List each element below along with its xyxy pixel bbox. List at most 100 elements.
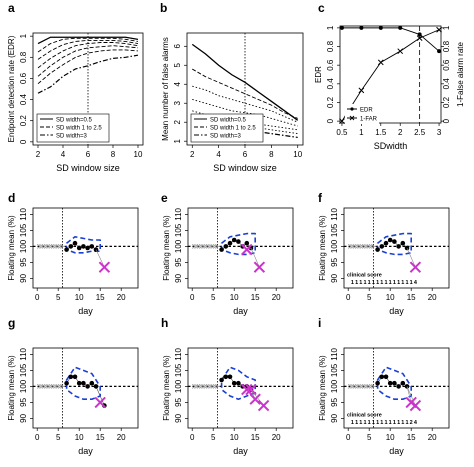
x-tick-label: 20 <box>272 433 281 442</box>
false-alarm-marker <box>409 399 422 412</box>
clinical-score-value: 1 <box>410 280 413 286</box>
data-point <box>219 247 224 252</box>
x-tick-label: 10 <box>386 293 395 302</box>
clinical-score-label: clinical score <box>347 412 382 418</box>
panel-label-a: a <box>8 1 15 15</box>
x-tick-label: 4 <box>61 150 66 159</box>
data-point <box>400 240 406 246</box>
arrow-marker <box>357 244 362 249</box>
arrow-marker <box>210 244 215 249</box>
y-tick-label: 0.2 <box>326 96 335 108</box>
arrow-marker <box>215 384 220 389</box>
y2-tick-label: 0 <box>442 118 451 123</box>
y-tick-label: 0.8 <box>19 51 28 63</box>
x-tick-label: 0.5 <box>336 128 348 137</box>
x-tick-label: 0 <box>190 433 195 442</box>
plot-frame <box>32 207 139 289</box>
x-tick-label: 10 <box>75 433 84 442</box>
panel-c <box>337 25 444 126</box>
confidence-band <box>65 236 101 254</box>
clinical-score-value: 1 <box>359 420 362 426</box>
series-line-0 <box>191 43 299 121</box>
y-axis-label: EDR <box>314 66 323 83</box>
x-tick-label: 2.5 <box>414 128 426 137</box>
y-tick-label: 95 <box>174 257 183 266</box>
arrow-marker <box>196 384 201 389</box>
false-alarm-marker <box>241 243 253 256</box>
y-tick-label: 110 <box>174 207 183 220</box>
arrow-marker <box>371 384 376 389</box>
clinical-score-value: 2 <box>410 420 413 426</box>
panel-label-f: f <box>318 191 323 205</box>
arrow-marker <box>361 244 366 249</box>
legend-label: SD width=0.5 <box>210 118 247 124</box>
y-tick-label: 105 <box>330 223 339 237</box>
y-tick-label: 95 <box>330 257 339 266</box>
arrow-marker <box>208 244 213 249</box>
x-tick-label: 15 <box>407 293 416 302</box>
x-axis-label: day <box>389 306 404 316</box>
x-tick-label: 15 <box>96 433 105 442</box>
clinical-score-value: 1 <box>368 420 371 426</box>
x-axis-label: day <box>389 446 404 456</box>
y-tick-label: 100 <box>19 379 28 393</box>
panel-label-d: d <box>8 191 15 205</box>
clinical-score-value: 1 <box>376 280 379 286</box>
arrow-marker <box>368 244 373 249</box>
data-point <box>68 374 74 380</box>
panel-label-b: b <box>160 1 167 15</box>
y-tick-label: 1 <box>173 138 182 143</box>
series-line-0 <box>37 36 139 45</box>
arrow-marker <box>53 384 58 389</box>
clinical-score-value: 4 <box>414 420 418 426</box>
y-tick-label: 110 <box>19 207 28 220</box>
y-tick-label: 90 <box>19 413 28 422</box>
panel-a <box>30 32 144 148</box>
arrow-marker <box>347 384 353 389</box>
legend-label: EDR <box>360 108 373 114</box>
x-tick-label: 0 <box>346 433 351 442</box>
arrow-marker <box>203 244 208 249</box>
arrow-marker <box>212 384 217 389</box>
data-point <box>89 244 95 249</box>
clinical-score-value: 1 <box>389 280 392 286</box>
x-tick-label: 5 <box>211 433 216 442</box>
arrow-marker <box>359 384 364 389</box>
data-point <box>375 247 380 252</box>
x-tick-label: 20 <box>428 433 437 442</box>
y-tick-label: 5 <box>173 62 182 67</box>
panel-e <box>185 207 294 291</box>
plot-frame <box>187 347 294 429</box>
arrow-marker <box>43 244 48 249</box>
data-point <box>392 239 397 244</box>
y-tick-label: 1 <box>19 33 28 38</box>
arrow-marker <box>354 244 359 249</box>
arrow-marker <box>55 384 60 389</box>
arrow-marker <box>201 244 206 249</box>
arrow-marker <box>359 244 364 249</box>
false-alarm-marker <box>409 261 422 273</box>
series-line-6 <box>37 54 139 94</box>
x-tick-label: 4 <box>216 150 221 159</box>
arrow-marker <box>354 384 359 389</box>
x-tick-label: 10 <box>75 293 84 302</box>
x-tick-label: 0 <box>35 293 40 302</box>
y2-tick-label: 0.4 <box>442 78 451 90</box>
arrow-marker <box>364 384 369 389</box>
y2-tick-label: 0.6 <box>442 59 451 71</box>
arrow-marker <box>352 384 357 389</box>
alarm-connector <box>406 386 416 406</box>
clinical-score-value: 1 <box>372 420 375 426</box>
arrow-marker <box>352 244 357 249</box>
arrow-marker <box>39 244 44 249</box>
data-point <box>400 380 406 386</box>
y-tick-label: 90 <box>19 273 28 282</box>
legend-label: SD width=3 <box>210 134 242 140</box>
y2-axis-label: 1-False alarm rate <box>456 42 465 107</box>
arrow-marker <box>350 244 355 249</box>
x-tick-label: 1.5 <box>375 128 387 137</box>
y-tick-label: 0.6 <box>326 59 335 71</box>
clinical-score-value: 1 <box>363 280 366 286</box>
clinical-score-value: 1 <box>376 420 379 426</box>
series-point <box>397 48 404 55</box>
